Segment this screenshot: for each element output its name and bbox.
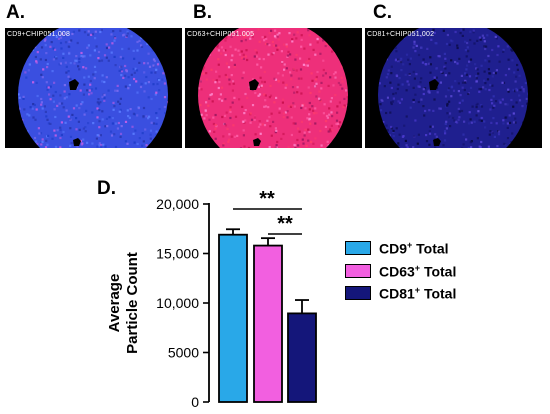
bar-1: [218, 233, 248, 403]
legend-item-cd81: CD81+ Total: [345, 285, 456, 301]
panel-c-label: C.: [373, 2, 392, 23]
panel-b-label: B.: [193, 2, 212, 23]
legend-suffix-cd81: Total: [420, 285, 457, 302]
legend-label-cd81: CD81: [379, 285, 415, 302]
panel-b-caption: CD63+CHIP051.005: [187, 31, 255, 38]
legend-swatch-cd9: [345, 241, 371, 255]
panel-c-image: CD81+CHIP051.002: [365, 28, 542, 148]
y-tick-label: 20,000: [156, 196, 199, 212]
chart-panel-label: D.: [97, 178, 116, 199]
panel-a-image: CD9+CHIP051.008: [5, 28, 182, 148]
panel-b-image: CD63+CHIP051.005: [185, 28, 362, 148]
legend-label-cd9: CD9: [379, 240, 408, 257]
panel-a-label: A.: [6, 2, 25, 23]
chip-image-b: [198, 28, 348, 148]
legend-item-cd9: CD9+ Total: [345, 240, 449, 256]
legend-sup-cd63: +: [414, 262, 421, 273]
bar-2: [253, 244, 283, 403]
legend-sup-cd9: +: [407, 239, 413, 250]
fiducial-mark: [253, 138, 261, 146]
legend-swatch-cd81: [345, 286, 371, 300]
legend-item-cd63: CD63+ Total: [345, 263, 456, 279]
y-tick-label: 5000: [168, 345, 199, 361]
chip-disc: [378, 28, 528, 148]
y-tick-label: 10,000: [156, 295, 199, 311]
fiducial-mark: [69, 79, 79, 90]
legend-label-cd63: CD63: [379, 263, 415, 280]
y-tick-label: 0: [191, 394, 199, 410]
significance-mark: **: [259, 188, 275, 210]
y-axis-title: AverageParticle Count: [106, 252, 141, 354]
fiducial-mark: [249, 79, 259, 90]
y-tick-label: 15,000: [156, 246, 199, 262]
legend-swatch-cd63: [345, 264, 371, 278]
legend-sup-cd81: +: [414, 284, 421, 295]
chip-image-c: [378, 28, 528, 148]
significance-mark: **: [277, 213, 293, 235]
legend-suffix-cd9: Total: [412, 240, 449, 257]
fiducial-mark: [73, 138, 81, 146]
fiducial-mark: [433, 138, 441, 146]
panel-a-caption: CD9+CHIP051.008: [7, 31, 71, 38]
panel-c-caption: CD81+CHIP051.002: [367, 31, 435, 38]
bar-3: [287, 312, 317, 403]
legend-suffix-cd63: Total: [420, 263, 457, 280]
chip-image-a: [18, 28, 168, 148]
fiducial-mark: [429, 79, 439, 90]
